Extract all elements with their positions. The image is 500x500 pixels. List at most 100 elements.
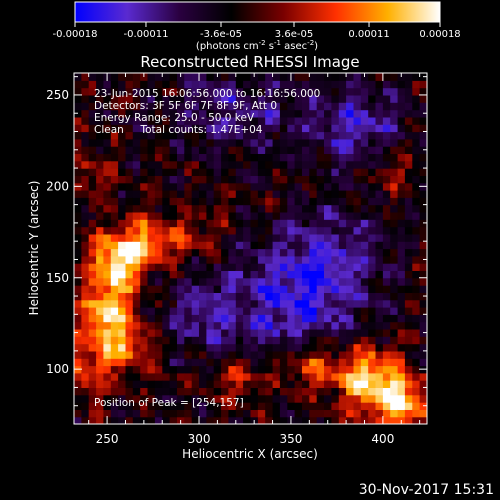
heatmap-pixel: [154, 336, 163, 345]
heatmap-pixel: [96, 116, 105, 125]
heatmap-pixel: [184, 131, 193, 140]
heatmap-pixel: [125, 387, 134, 396]
heatmap-pixel: [147, 138, 156, 147]
heatmap-pixel: [221, 292, 230, 301]
heatmap-pixel: [382, 387, 391, 396]
heatmap-pixel: [316, 131, 325, 140]
heatmap-pixel: [162, 226, 171, 235]
heatmap-pixel: [147, 131, 156, 140]
heatmap-pixel: [125, 131, 134, 140]
heatmap-pixel: [81, 409, 90, 418]
heatmap-pixel: [294, 168, 303, 176]
heatmap-pixel: [250, 255, 259, 264]
heatmap-pixel: [228, 94, 237, 103]
heatmap-pixel: [302, 321, 310, 330]
heatmap-pixel: [132, 73, 141, 81]
heatmap-pixel: [287, 226, 296, 235]
heatmap-pixel: [162, 402, 171, 410]
heatmap-pixel: [154, 372, 163, 381]
heatmap-pixel: [74, 204, 82, 213]
heatmap-pixel: [140, 299, 149, 308]
heatmap-pixel: [265, 124, 274, 133]
heatmap-pixel: [368, 219, 377, 228]
heatmap-pixel: [206, 109, 215, 118]
heatmap-pixel: [279, 116, 288, 125]
heatmap-pixel: [294, 394, 303, 403]
heatmap-pixel: [397, 394, 406, 403]
heatmap-pixel: [412, 255, 421, 264]
heatmap-pixel: [338, 226, 347, 235]
heatmap-pixel: [169, 394, 178, 403]
heatmap-pixel: [154, 168, 163, 176]
heatmap-pixel: [250, 336, 259, 345]
heatmap-pixel: [294, 146, 303, 154]
heatmap-pixel: [184, 336, 193, 345]
heatmap-pixel: [382, 146, 391, 154]
heatmap-pixel: [132, 394, 141, 403]
heatmap-pixel: [302, 160, 310, 169]
heatmap-pixel: [404, 380, 413, 388]
heatmap-pixel: [169, 299, 178, 308]
heatmap-pixel: [154, 241, 163, 250]
heatmap-pixel: [74, 248, 82, 257]
heatmap-pixel: [375, 416, 384, 424]
heatmap-pixel: [302, 102, 310, 111]
heatmap-pixel: [140, 94, 149, 103]
heatmap-pixel: [250, 387, 259, 396]
heatmap-pixel: [404, 285, 413, 293]
heatmap-pixel: [265, 358, 274, 367]
heatmap-pixel: [309, 299, 318, 308]
heatmap-pixel: [419, 358, 427, 367]
heatmap-pixel: [397, 80, 406, 89]
heatmap-pixel: [191, 124, 200, 133]
heatmap-pixel: [191, 277, 200, 286]
heatmap-pixel: [228, 416, 237, 424]
heatmap-pixel: [382, 314, 391, 323]
heatmap-pixel: [331, 146, 340, 154]
heatmap-pixel: [279, 336, 288, 345]
heatmap-pixel: [206, 204, 215, 213]
heatmap-pixel: [154, 416, 163, 424]
heatmap-pixel: [206, 292, 215, 301]
heatmap-pixel: [221, 116, 230, 125]
heatmap-pixel: [382, 307, 391, 315]
heatmap-pixel: [257, 270, 266, 279]
heatmap-pixel: [96, 299, 105, 308]
heatmap-pixel: [140, 314, 149, 323]
heatmap-pixel: [88, 175, 97, 184]
heatmap-pixel: [412, 109, 421, 118]
heatmap-pixel: [353, 350, 362, 359]
heatmap-pixel: [360, 299, 369, 308]
heatmap-pixel: [250, 204, 259, 213]
heatmap-pixel: [338, 109, 347, 118]
heatmap-pixel: [103, 233, 112, 242]
heatmap-pixel: [132, 204, 141, 213]
heatmap-pixel: [199, 182, 207, 191]
heatmap-pixel: [338, 358, 347, 367]
heatmap-pixel: [257, 175, 266, 184]
heatmap-pixel: [390, 328, 399, 337]
heatmap-pixel: [302, 402, 310, 410]
heatmap-pixel: [140, 365, 149, 374]
heatmap-pixel: [382, 182, 391, 191]
heatmap-pixel: [213, 175, 222, 184]
heatmap-pixel: [287, 328, 296, 337]
heatmap-pixel: [169, 73, 178, 81]
heatmap-pixel: [206, 190, 215, 198]
heatmap-pixel: [309, 285, 318, 293]
heatmap-pixel: [302, 175, 310, 184]
heatmap-pixel: [169, 365, 178, 374]
heatmap-pixel: [338, 138, 347, 147]
heatmap-pixel: [96, 321, 105, 330]
heatmap-pixel: [169, 277, 178, 286]
heatmap-pixel: [228, 80, 237, 89]
heatmap-pixel: [353, 255, 362, 264]
heatmap-pixel: [265, 299, 274, 308]
heatmap-pixel: [257, 197, 266, 206]
heatmap-pixel: [191, 350, 200, 359]
heatmap-pixel: [132, 358, 141, 367]
heatmap-pixel: [228, 387, 237, 396]
heatmap-pixel: [412, 102, 421, 111]
heatmap-pixel: [191, 307, 200, 315]
heatmap-pixel: [228, 175, 237, 184]
